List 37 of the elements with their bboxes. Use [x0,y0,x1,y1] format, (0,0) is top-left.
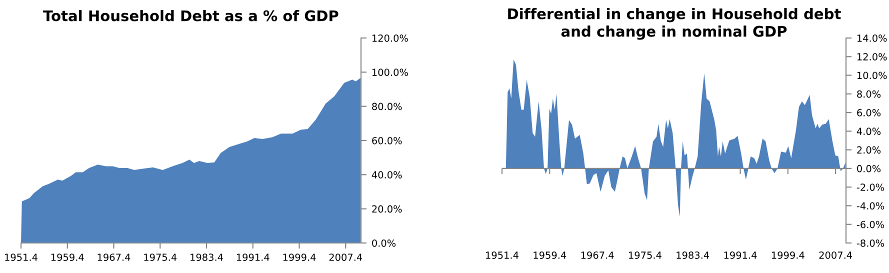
y-tick-label: 4.0% [856,128,881,136]
x-tick-label: 1975.4 [629,252,662,259]
x-tick-label: 1975.4 [144,254,177,261]
x-tick-label: 1983.4 [676,252,710,259]
y-tick-label: -2.0% [856,184,884,191]
y-tick-label: 80.0% [372,102,402,110]
x-tick-label: 1959.4 [51,254,84,261]
y-tick-label: 8.0% [857,90,881,98]
y-tick-label: 10.0% [857,72,887,80]
y-tick-label: 14.0% [857,34,887,42]
y-tick-label: 0.0% [372,239,396,247]
y-tick-label: -8.0% [856,239,884,247]
y-tick-label: 12.0% [857,53,887,60]
x-tick-label: 1999.4 [283,254,316,261]
y-tick-label: -6.0% [856,220,884,228]
chart-title: Total Household Debt as a % of GDP [43,10,338,22]
y-tick-label: 2.0% [857,146,881,154]
y-tick-label: 20.0% [372,205,402,213]
y-tick-label: 120.0% [372,34,408,42]
x-tick-label: 1983.4 [190,254,223,261]
y-tick-label: 60.0% [372,136,402,144]
y-tick-label: 40.0% [372,171,402,178]
chart-title: Differential in change in Household debt and change in nominal GDP [508,8,841,40]
x-tick-label: 1991.4 [724,252,757,259]
y-tick-label: 100.0% [372,68,408,76]
x-tick-label: 1967.4 [98,254,130,261]
y-tick-label: -4.0% [856,202,884,210]
x-tick-label: 2007.4 [329,254,362,261]
x-tick-label: 1951.4 [5,254,38,261]
x-tick-label: 1959.4 [534,252,566,259]
x-tick-label: 1991.4 [236,254,270,261]
x-tick-label: 1951.4 [486,252,518,259]
x-tick-label: 1967.4 [581,252,614,259]
y-tick-label: 0.0% [857,164,881,172]
y-tick-label: 6.0% [857,109,881,116]
x-tick-label: 2007.4 [819,252,852,259]
x-tick-label: 1999.4 [772,252,804,259]
